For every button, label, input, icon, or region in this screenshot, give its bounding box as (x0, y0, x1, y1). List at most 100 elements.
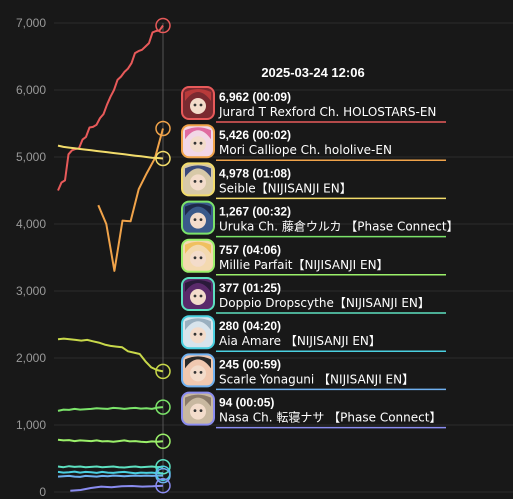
avatar-eye (193, 409, 197, 412)
avatar-hair (185, 356, 211, 369)
tooltip-entry: 4,978 (01:08)Seible【NIJISANJI EN】 (181, 162, 446, 200)
tooltip-name: Nasa Ch. 転寝ナサ 【Phase Connect】 (219, 410, 441, 425)
avatar-eye (199, 371, 203, 374)
series-line (70, 484, 164, 492)
avatar-face (190, 289, 206, 305)
avatar-face (190, 403, 206, 420)
y-tick-label: 2,000 (16, 351, 46, 365)
y-tick-label: 0 (39, 485, 46, 499)
tooltip-entry: 6,962 (00:09)Jurard T Rexford Ch. HOLOST… (181, 86, 446, 123)
avatar (181, 124, 215, 159)
avatar-eye (193, 103, 197, 107)
series-group (57, 17, 171, 494)
avatar-hair (185, 203, 211, 216)
avatar-face (190, 365, 206, 382)
tooltip-value: 94 (00:05) (219, 396, 274, 410)
tooltip-name: Scarle Yonaguni 【NIJISANJI EN】 (219, 372, 414, 386)
series-line (57, 474, 163, 478)
series-line (57, 465, 164, 469)
tooltip-title: 2025-03-24 12:06 (261, 65, 364, 80)
avatar-hair (185, 89, 211, 101)
avatar-eye (199, 332, 203, 336)
avatar-hair (185, 318, 211, 331)
avatar (181, 277, 215, 311)
avatar (181, 86, 215, 120)
avatar-eye (193, 256, 197, 260)
avatar (181, 162, 215, 197)
series-end-marker (155, 477, 171, 494)
y-tick-label: 6,000 (16, 83, 46, 97)
tooltip-entry: 94 (00:05)Nasa Ch. 転寝ナサ 【Phase Connect】 (181, 391, 446, 429)
avatar-eye (199, 409, 203, 412)
tooltip-name: Millie Parfait【NIJISANJI EN】 (219, 258, 389, 272)
tooltip-name: Doppio Dropscythe【NIJISANJI EN】 (219, 296, 430, 310)
series-line (57, 24, 164, 191)
avatar-eye (199, 256, 203, 260)
tooltip-name: Uruka Ch. 藤倉ウルカ 【Phase Connect】 (219, 219, 459, 234)
avatar (181, 238, 215, 273)
avatar-face (190, 136, 206, 153)
avatar-hair (185, 165, 211, 178)
tooltip-value: 280 (04:20) (219, 319, 281, 333)
avatar-eye (199, 141, 203, 145)
tooltip-value: 5,426 (00:02) (219, 128, 291, 142)
avatar-eye (193, 294, 197, 298)
series-line (97, 128, 164, 272)
y-tick-label: 1,000 (16, 418, 46, 432)
y-tick-label: 4,000 (16, 217, 46, 231)
tooltip-entry: 5,426 (00:02)Mori Calliope Ch. hololive-… (181, 124, 446, 161)
avatar-eye (193, 141, 197, 145)
series-end-marker (155, 150, 171, 167)
series-line (57, 337, 164, 373)
avatar-face (190, 212, 206, 229)
avatar-hair (185, 127, 211, 140)
tooltip-value: 245 (00:59) (219, 357, 281, 371)
tooltip-value: 6,962 (00:09) (219, 90, 291, 104)
avatar-eye (199, 294, 203, 298)
tooltip-entry: 377 (01:25)Doppio Dropscythe【NIJISANJI E… (181, 277, 446, 314)
tooltip-name: Aia Amare 【NIJISANJI EN】 (219, 334, 381, 348)
series-line (57, 406, 164, 412)
series-end-marker (155, 399, 171, 415)
series-end-marker (155, 467, 171, 484)
series-end-marker (155, 433, 171, 450)
tooltip-value: 757 (04:06) (219, 243, 281, 257)
avatar-hair (185, 280, 211, 292)
series-end-marker (155, 120, 171, 137)
series-end-marker (155, 458, 171, 475)
tooltip: 2025-03-24 12:06 6,962 (00:09)Jurard T Re… (181, 65, 459, 429)
series-end-marker (155, 17, 171, 34)
tooltip-value: 4,978 (01:08) (219, 166, 291, 180)
avatar-eye (193, 180, 197, 183)
tooltip-name: Seible【NIJISANJI EN】 (219, 181, 352, 195)
avatar-face (190, 98, 206, 114)
avatar-hair (185, 394, 211, 407)
tooltip-entry: 280 (04:20)Aia Amare 【NIJISANJI EN】 (181, 315, 446, 352)
tooltip-entry: 1,267 (00:32)Uruka Ch. 藤倉ウルカ 【Phase Conn… (181, 200, 459, 238)
tooltip-entry: 245 (00:59)Scarle Yonaguni 【NIJISANJI EN… (181, 353, 446, 391)
avatar-hair (185, 241, 211, 254)
y-tick-label: 3,000 (16, 284, 46, 298)
y-tick-label: 7,000 (16, 16, 46, 30)
avatar (181, 200, 215, 235)
avatar-eye (193, 218, 197, 222)
avatar-eye (199, 218, 203, 222)
tooltip-name: Mori Calliope Ch. hololive-EN (219, 143, 392, 157)
avatar (181, 391, 215, 426)
series-line (57, 438, 164, 444)
tooltip-value: 377 (01:25) (219, 281, 281, 295)
tooltip-entry: 757 (04:06)Millie Parfait【NIJISANJI EN】 (181, 238, 446, 276)
series-line (57, 470, 163, 475)
series-end-marker (155, 363, 171, 380)
tooltip-name: Jurard T Rexford Ch. HOLOSTARS-EN (218, 105, 436, 119)
tooltip-value: 1,267 (00:32) (219, 205, 291, 219)
avatar-face (190, 327, 206, 344)
avatar-face (190, 174, 206, 191)
avatar-eye (199, 180, 203, 183)
avatar-eye (193, 371, 197, 374)
avatar (181, 315, 215, 350)
grid-group: 0 1,000 2,000 3,000 4,000 5,000 6,000 7,000 (16, 16, 513, 499)
avatar-eye (199, 103, 203, 107)
